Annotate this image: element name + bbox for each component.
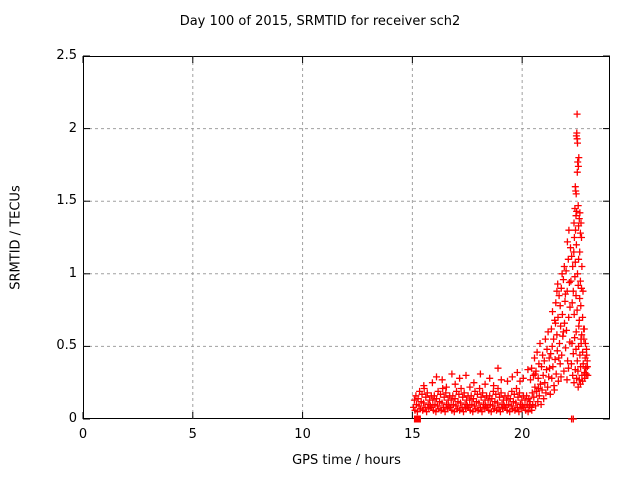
x-tick-label: 20: [513, 427, 531, 442]
y-tick-label: 0.5: [56, 338, 77, 354]
data-points-srmtid-points: [410, 110, 592, 416]
plot-canvas: [82, 55, 610, 423]
y-tick-label: 1: [68, 265, 77, 281]
chart-title: Day 100 of 2015, SRMTID for receiver sch…: [179, 14, 461, 29]
x-tick-label: 0: [78, 427, 88, 442]
y-tick-label: 1.5: [56, 193, 77, 209]
y-tick-label: 2: [68, 120, 77, 136]
y-tick-label: 0: [68, 411, 77, 426]
x-tick-label: 5: [188, 427, 197, 442]
plot-frame: [83, 56, 610, 419]
x-axis-label: GPS time / hours: [292, 453, 401, 468]
y-tick-label: 2.5: [56, 48, 77, 63]
x-tick-label: 10: [294, 427, 311, 442]
y-axis-label: SRMTID / TECUs: [8, 185, 24, 290]
data-point-square: [413, 415, 421, 423]
data-points-zero-value-late: [568, 415, 577, 423]
x-tick-label: 15: [404, 427, 421, 442]
